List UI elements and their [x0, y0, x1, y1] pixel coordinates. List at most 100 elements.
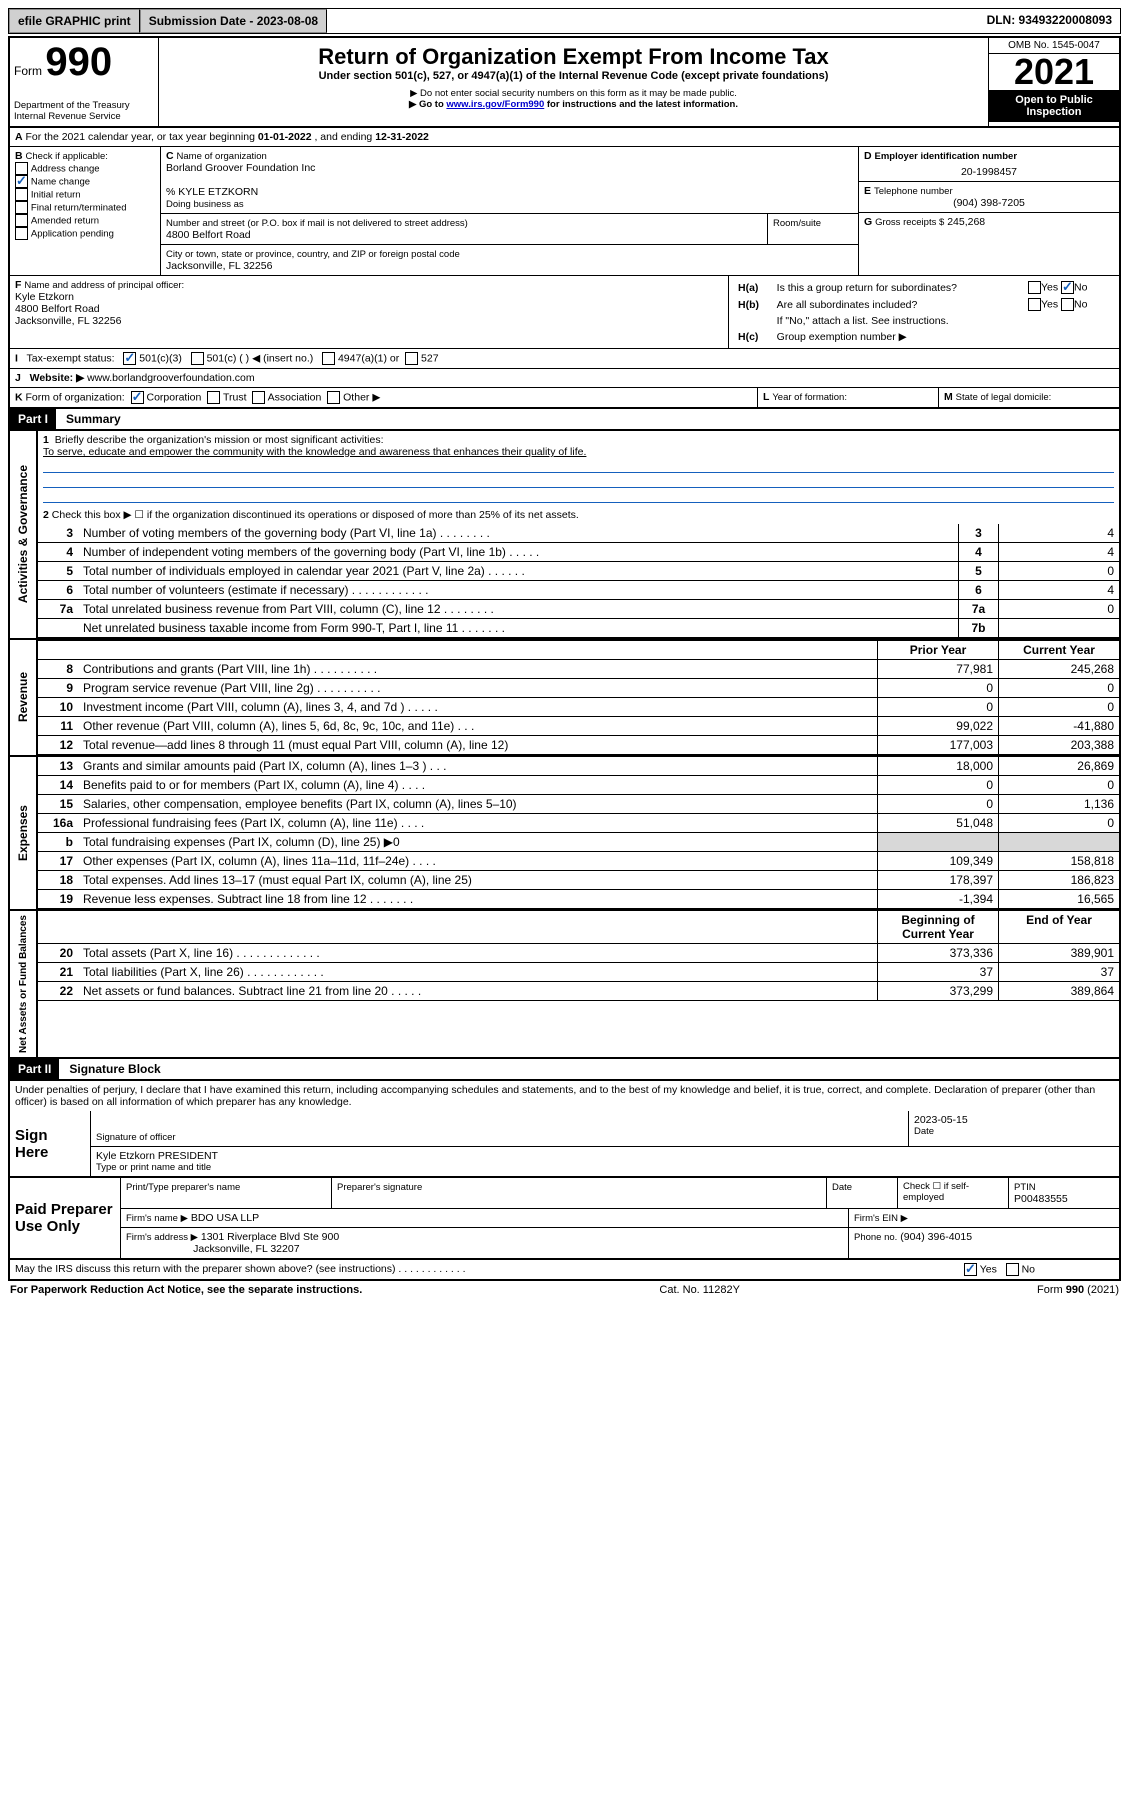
line-num: 22 [38, 982, 78, 1000]
cb-501c3[interactable] [123, 352, 136, 365]
paperwork-notice: For Paperwork Reduction Act Notice, see … [10, 1284, 362, 1296]
line-box: 7a [958, 600, 998, 618]
line-desc: Total assets (Part X, line 16) . . . . .… [78, 944, 877, 962]
line-num: 7a [38, 600, 78, 618]
officer-name: Kyle Etzkorn [15, 291, 74, 303]
line-box: 7b [958, 619, 998, 637]
cb-527[interactable] [405, 352, 418, 365]
col-prior: Prior Year [877, 641, 998, 659]
cb-501c[interactable] [191, 352, 204, 365]
line-desc: Total unrelated business revenue from Pa… [78, 600, 958, 618]
letter-m: M [944, 391, 953, 403]
checkbox-name-change[interactable] [15, 175, 28, 188]
mission-blank-1 [43, 458, 1114, 473]
line-desc: Professional fundraising fees (Part IX, … [78, 814, 877, 832]
hb-no[interactable] [1061, 298, 1074, 311]
officer-label: Name and address of principal officer: [24, 280, 184, 291]
current-val: 0 [998, 814, 1119, 832]
letter-a: A [15, 131, 23, 143]
form-ref-year: 2021 [1091, 1284, 1115, 1296]
firm-name-label: Firm's name ▶ [126, 1213, 188, 1224]
line-desc: Total number of individuals employed in … [78, 562, 958, 580]
check-applicable: Check if applicable: [26, 151, 108, 162]
mission-text: To serve, educate and empower the commun… [43, 446, 586, 458]
checkbox-final[interactable] [15, 201, 28, 214]
submission-date: Submission Date - 2023-08-08 [140, 9, 327, 33]
period-mid: , and ending [314, 131, 375, 143]
line-num: 3 [38, 524, 78, 542]
no-label: No [1074, 281, 1087, 293]
current-val [998, 833, 1119, 851]
current-val: 16,565 [998, 890, 1119, 908]
ha-yes[interactable] [1028, 281, 1041, 294]
dba-label: Doing business as [166, 199, 244, 210]
other-label: Other ▶ [343, 391, 380, 403]
checkbox-initial[interactable] [15, 188, 28, 201]
checkbox-pending[interactable] [15, 227, 28, 240]
trust-label: Trust [223, 391, 247, 403]
ha-no[interactable] [1061, 281, 1074, 294]
prior-val: 99,022 [877, 717, 998, 735]
dept-treasury: Department of the Treasury [14, 100, 154, 111]
current-val: 0 [998, 679, 1119, 697]
line-desc: Total revenue—add lines 8 through 11 (mu… [78, 736, 877, 754]
form-ref: Form 990 (2021) [1037, 1284, 1119, 1296]
sig-officer-label: Signature of officer [96, 1132, 903, 1143]
mission-blank-3 [43, 488, 1114, 503]
line2-text: Check this box ▶ ☐ if the organization d… [52, 509, 579, 521]
period-begin: 01-01-2022 [258, 131, 312, 143]
hb-yes[interactable] [1028, 298, 1041, 311]
gross-amount: 245,268 [947, 216, 985, 228]
discuss-no[interactable] [1006, 1263, 1019, 1276]
cb-assoc[interactable] [252, 391, 265, 404]
yes-label: Yes [1041, 281, 1058, 293]
line-num: 5 [38, 562, 78, 580]
part2-header: Part II [10, 1059, 59, 1079]
checkbox-amended[interactable] [15, 214, 28, 227]
mission-blank-2 [43, 473, 1114, 488]
note-goto: ▶ Go to www.irs.gov/Form990 for instruct… [165, 99, 982, 110]
efile-print-button[interactable]: efile GRAPHIC print [9, 9, 140, 33]
period-end: 12-31-2022 [375, 131, 429, 143]
line-num: 10 [38, 698, 78, 716]
line-desc: Grants and similar amounts paid (Part IX… [78, 757, 877, 775]
sig-date: 2023-05-15 [914, 1114, 1114, 1126]
line-desc: Investment income (Part VIII, column (A)… [78, 698, 877, 716]
irs-link[interactable]: www.irs.gov/Form990 [446, 99, 544, 110]
letter-hb: H(b) [734, 296, 773, 313]
form-subtitle: Under section 501(c), 527, or 4947(a)(1)… [165, 70, 982, 82]
ein-label: Employer identification number [875, 151, 1018, 162]
prior-val: 0 [877, 795, 998, 813]
cb-other[interactable] [327, 391, 340, 404]
state-domicile-label: State of legal domicile: [956, 392, 1052, 403]
cb-4947[interactable] [322, 352, 335, 365]
cb-trust[interactable] [207, 391, 220, 404]
discuss-yes-label: Yes [980, 1263, 997, 1275]
cb-corp[interactable] [131, 391, 144, 404]
prep-name-label: Print/Type preparer's name [126, 1182, 240, 1193]
part1-header: Part I [10, 409, 56, 429]
prior-val: 0 [877, 698, 998, 716]
line-desc: Total expenses. Add lines 13–17 (must eq… [78, 871, 877, 889]
officer-city: Jacksonville, FL 32256 [15, 315, 121, 327]
section-revenue: Revenue [14, 668, 32, 726]
current-val: 203,388 [998, 736, 1119, 754]
discuss-yes[interactable] [964, 1263, 977, 1276]
section-netassets: Net Assets or Fund Balances [16, 911, 31, 1057]
ptin-label: PTIN [1014, 1182, 1036, 1193]
current-val: 389,901 [998, 944, 1119, 962]
line-desc: Other expenses (Part IX, column (A), lin… [78, 852, 877, 870]
line-num: 11 [38, 717, 78, 735]
hc-text: Group exemption number ▶ [773, 329, 1114, 345]
letter-d: D [864, 150, 872, 162]
amended-label: Amended return [31, 215, 99, 226]
current-val: 389,864 [998, 982, 1119, 1000]
line-desc: Benefits paid to or for members (Part IX… [78, 776, 877, 794]
officer-street: 4800 Belfort Road [15, 303, 100, 315]
line-desc: Program service revenue (Part VIII, line… [78, 679, 877, 697]
form-number: 990 [45, 40, 112, 84]
line-val: 0 [998, 600, 1119, 618]
irs-label: Internal Revenue Service [14, 111, 154, 122]
final-label: Final return/terminated [31, 202, 127, 213]
line-num [38, 619, 78, 637]
